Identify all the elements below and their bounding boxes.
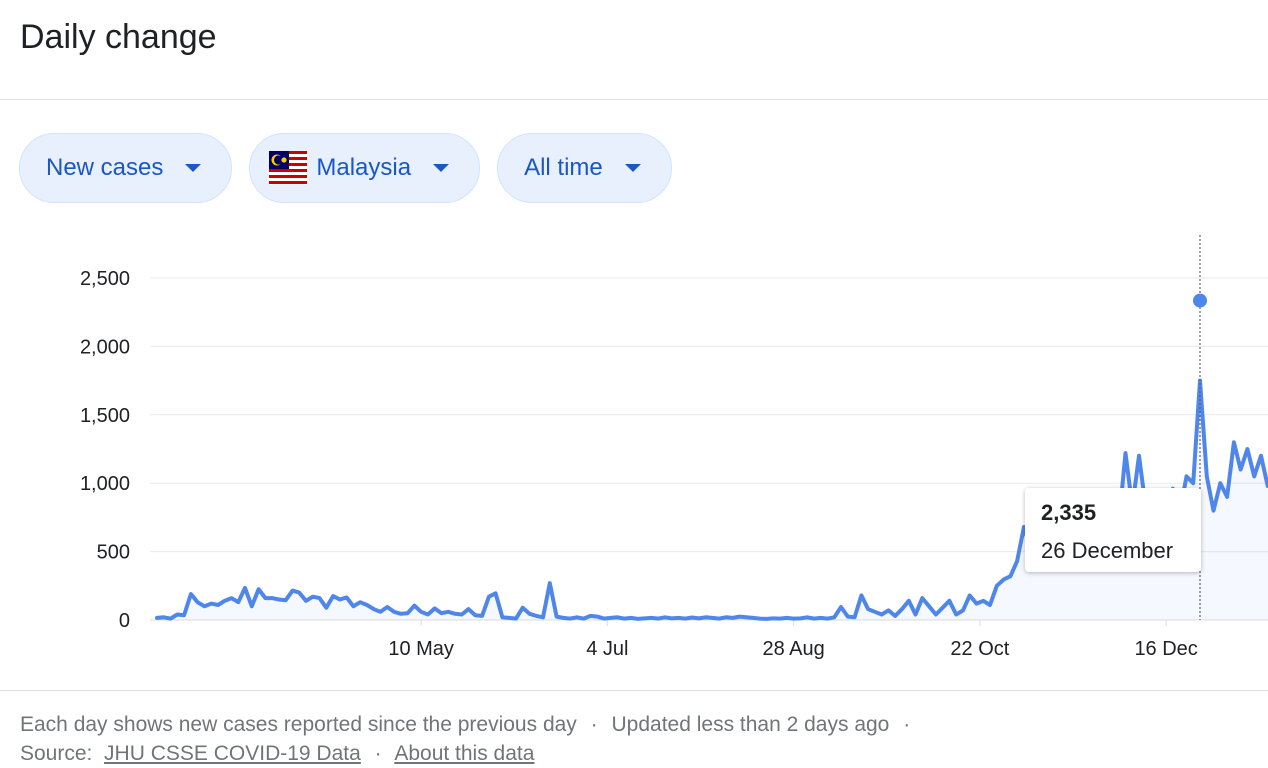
y-tick-label: 2,000 <box>80 336 130 358</box>
metric-dropdown-label: New cases <box>46 154 164 181</box>
country-dropdown-label: Malaysia <box>316 154 412 181</box>
line-chart[interactable]: 0 500 1,000 1,500 2,000 2,500 10 May 4 Jul 28 Au… <box>0 225 1268 670</box>
top-divider <box>0 99 1268 100</box>
metric-dropdown[interactable]: New cases <box>19 133 233 203</box>
footer-line-2: Source: JHU CSSE COVID-19 Data · About t… <box>20 739 918 768</box>
y-tick-label: 1,500 <box>80 405 130 427</box>
malaysia-flag-icon <box>269 151 308 185</box>
dropdown-caret-icon <box>433 164 450 172</box>
dropdown-caret-icon <box>624 164 641 172</box>
range-dropdown-label: All time <box>524 154 603 181</box>
tooltip-value: 2,335 <box>1041 500 1097 525</box>
chart-tooltip: 2,335 26 December <box>1025 488 1201 572</box>
y-tick-label: 1,000 <box>80 473 130 495</box>
x-tick-label: 22 Oct <box>950 638 1009 660</box>
page-title: Daily change <box>20 18 217 56</box>
tooltip-date: 26 December <box>1041 538 1174 563</box>
about-data-link[interactable]: About this data <box>394 742 535 765</box>
x-tick-label: 10 May <box>388 638 454 660</box>
highlight-point <box>1193 293 1207 308</box>
y-tick-label: 0 <box>119 610 130 632</box>
range-dropdown[interactable]: All time <box>497 133 672 203</box>
x-tick-label: 16 Dec <box>1134 638 1197 660</box>
footer-separator: · <box>903 713 911 736</box>
chart-footer: Each day shows new cases reported since … <box>20 710 918 768</box>
footer-updated: Updated less than 2 days ago <box>611 713 890 736</box>
source-link[interactable]: JHU CSSE COVID-19 Data <box>104 742 361 765</box>
footer-description: Each day shows new cases reported since … <box>20 713 577 736</box>
dropdown-caret-icon <box>185 164 202 172</box>
series-area <box>157 380 1268 620</box>
bottom-divider <box>0 690 1268 691</box>
filter-bar: New cases Malaysia All time <box>19 133 672 203</box>
footer-separator: · <box>590 713 598 736</box>
footer-separator: · <box>374 742 382 765</box>
x-tick-label: 4 Jul <box>586 638 628 660</box>
footer-line-1: Each day shows new cases reported since … <box>20 710 918 739</box>
country-dropdown[interactable]: Malaysia <box>249 133 481 203</box>
footer-source-label: Source: <box>20 742 93 765</box>
y-tick-label: 500 <box>97 542 130 564</box>
y-tick-label: 2,500 <box>80 268 130 290</box>
x-tick-label: 28 Aug <box>762 638 824 660</box>
series-line <box>155 378 1268 621</box>
